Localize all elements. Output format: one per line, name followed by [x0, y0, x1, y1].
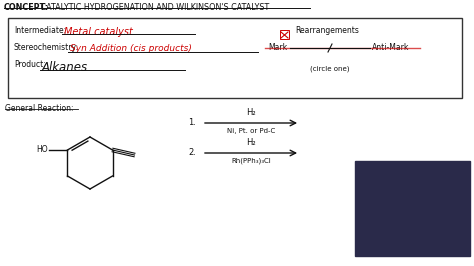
Text: Stereochemistry:: Stereochemistry: [14, 43, 79, 52]
Text: Mark: Mark [268, 43, 287, 52]
Bar [8, 18, 462, 98]
Text: 2.: 2. [188, 148, 196, 157]
Bar [280, 30, 289, 39]
Text: (circle one): (circle one) [310, 66, 349, 73]
Text: Syn Addition (cis products): Syn Addition (cis products) [70, 44, 192, 53]
Text: Metal catalyst: Metal catalyst [64, 27, 133, 37]
Bar [355, 161, 470, 256]
Text: CONCEPT:: CONCEPT: [4, 3, 49, 12]
Text: HO: HO [36, 144, 47, 153]
Text: H₂: H₂ [246, 138, 256, 147]
Text: Intermediate:: Intermediate: [14, 26, 66, 35]
Text: Rh(PPh₃)₃Cl: Rh(PPh₃)₃Cl [231, 158, 271, 164]
Text: Rearrangements: Rearrangements [295, 26, 359, 35]
Text: Ni, Pt. or Pd-C: Ni, Pt. or Pd-C [227, 128, 275, 134]
Text: H₂: H₂ [246, 108, 256, 117]
Text: Product:: Product: [14, 60, 46, 69]
Text: 1.: 1. [188, 118, 196, 127]
Text: Anti-Mark: Anti-Mark [372, 43, 410, 52]
Text: General Reaction:: General Reaction: [5, 104, 73, 113]
Text: CATALYTIC HYDROGENATION AND WILKINSON'S CATALYST: CATALYTIC HYDROGENATION AND WILKINSON'S … [38, 3, 269, 12]
Text: Alkanes: Alkanes [42, 61, 88, 74]
